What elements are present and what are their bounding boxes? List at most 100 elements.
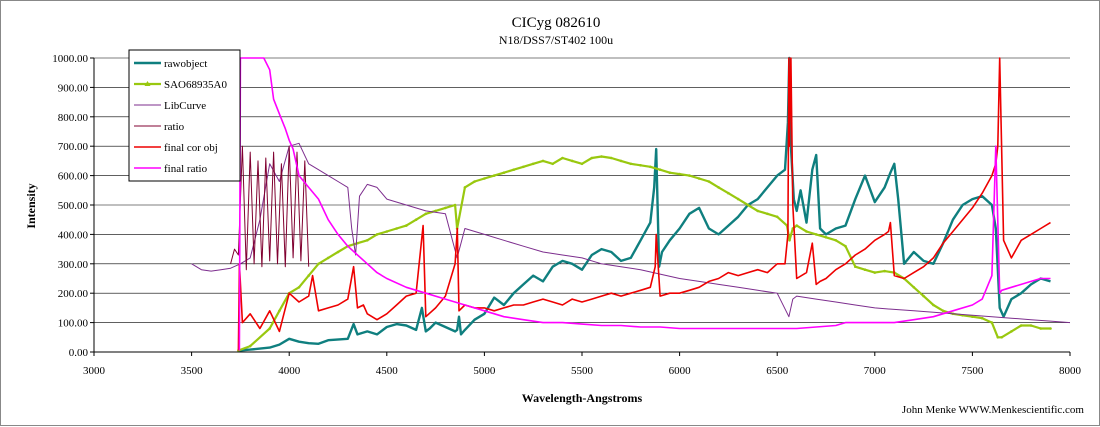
series-point-sao68935a0: [366, 239, 369, 242]
series-point-sao68935a0: [278, 309, 281, 313]
x-axis: 3000 3500 4000 4500 5000 5500 6000 6500 7000 7500…: [83, 352, 1082, 377]
x-tick-label: 4000: [278, 365, 301, 377]
series-point-sao68935a0: [658, 168, 662, 171]
series-point-sao68935a0: [541, 159, 545, 163]
x-tick-label: 3000: [83, 365, 106, 377]
series-point-sao68935a0: [788, 239, 791, 242]
legend-marker: [144, 81, 151, 86]
series-point-sao68935a0: [483, 177, 486, 180]
series-point-sao68935a0: [297, 286, 301, 289]
series-point-sao68935a0: [492, 174, 496, 177]
series-point-sao68935a0: [629, 162, 633, 166]
series-point-sao68935a0: [824, 236, 828, 239]
series-point-sao68935a0: [600, 155, 603, 158]
series-point-sao68935a0: [512, 168, 515, 171]
series-point-sao68935a0: [336, 250, 340, 254]
legend-label: ratio: [164, 121, 185, 133]
x-tick-label: 7500: [961, 365, 984, 377]
series-point-sao68935a0: [414, 218, 418, 221]
legend-label: LibCurve: [164, 100, 206, 112]
y-tick-label: 600.00: [58, 171, 89, 183]
legend-label: final cor obj: [164, 142, 218, 154]
series-point-sao68935a0: [996, 336, 1000, 339]
x-tick-label: 4500: [376, 365, 399, 377]
series-point-sao68935a0: [883, 269, 886, 273]
series-point-sao68935a0: [756, 209, 759, 213]
legend-box: [128, 49, 241, 182]
series-point-sao68935a0: [248, 344, 252, 348]
series-point-sao68935a0: [844, 244, 847, 248]
series-line-ratio: [230, 145, 310, 271]
series-point-sao68935a0: [649, 165, 652, 169]
series-point-sao68935a0: [580, 162, 584, 166]
y-tick-label: 400.00: [58, 229, 89, 241]
series-line-final-ratio: [238, 57, 1051, 351]
y-tick-label: 1000.00: [52, 53, 88, 65]
series-point-sao68935a0: [610, 156, 613, 160]
series-point-sao68935a0: [405, 224, 408, 227]
y-tick-label: 500.00: [58, 200, 89, 212]
series-point-sao68935a0: [717, 186, 720, 189]
series-point-sao68935a0: [424, 212, 428, 216]
series-point-sao68935a0: [990, 321, 994, 324]
series-point-sao68935a0: [727, 191, 730, 195]
x-tick-label: 3500: [181, 365, 204, 377]
series-point-sao68935a0: [395, 227, 398, 230]
grid-lines: [94, 57, 1070, 323]
series-point-sao68935a0: [873, 271, 877, 274]
credit-text: John Menke WWW.Menkescientific.com: [902, 404, 1085, 416]
x-tick-label: 6000: [669, 365, 692, 377]
series-point-sao68935a0: [922, 294, 925, 298]
series-point-sao68935a0: [385, 230, 389, 233]
series-point-sao68935a0: [971, 315, 974, 319]
y-axis: 0.00 100.00 200.00 300.00 400.00 500.00 600.00…: [52, 53, 94, 359]
series-point-sao68935a0: [639, 164, 642, 167]
series-line-rawobject: [238, 56, 1051, 352]
series-point-sao68935a0: [678, 172, 681, 176]
series-point-sao68935a0: [1010, 330, 1013, 333]
y-tick-label: 100.00: [58, 318, 89, 330]
x-tick-label: 5500: [571, 365, 594, 377]
series-point-sao68935a0: [561, 156, 564, 160]
chart-title: CICyg 082610: [512, 15, 601, 31]
legend-label: final ratio: [164, 163, 208, 175]
series-point-sao68935a0: [766, 212, 769, 216]
x-tick-label: 6500: [766, 365, 789, 377]
series-point-sao68935a0: [570, 159, 574, 163]
series-point-sao68935a0: [317, 262, 320, 266]
series-point-sao68935a0: [444, 206, 447, 210]
y-tick-label: 700.00: [58, 141, 89, 153]
series-point-sao68935a0: [1029, 324, 1033, 327]
series-point-sao68935a0: [619, 159, 623, 163]
series-point-sao68935a0: [932, 303, 935, 307]
y-tick-label: 200.00: [58, 288, 89, 300]
series-point-sao68935a0: [775, 215, 779, 219]
series-point-sao68935a0: [522, 165, 525, 169]
series-point-sao68935a0: [473, 180, 476, 183]
x-tick-label: 8000: [1059, 365, 1082, 377]
series-point-sao68935a0: [688, 174, 691, 177]
series-point-sao68935a0: [697, 177, 701, 180]
series-point-sao68935a0: [746, 203, 750, 207]
series-lines: [191, 56, 1071, 352]
legend-label: SAO68935A0: [164, 79, 227, 91]
y-tick-label: 300.00: [58, 259, 89, 271]
series-point-sao68935a0: [453, 203, 457, 207]
series-point-sao68935a0: [863, 268, 867, 272]
x-tick-label: 5000: [473, 365, 496, 377]
series-point-sao68935a0: [1019, 324, 1023, 327]
series-point-sao68935a0: [551, 162, 554, 166]
y-tick-label: 900.00: [58, 82, 89, 94]
series-point-sao68935a0: [268, 327, 272, 330]
series-point-sao68935a0: [463, 186, 467, 189]
series-point-sao68935a0: [531, 162, 535, 166]
chart-subtitle: N18/DSS7/ST402 100u: [499, 33, 613, 47]
legend: rawobject SAO68935A0 LibCurve ratio final co…: [128, 49, 241, 182]
series-point-sao68935a0: [590, 156, 594, 160]
series-line-final-cor-obj: [237, 57, 1051, 351]
series-point-sao68935a0: [795, 224, 798, 227]
series-point-sao68935a0: [707, 180, 711, 183]
y-tick-label: 0.00: [69, 347, 89, 359]
